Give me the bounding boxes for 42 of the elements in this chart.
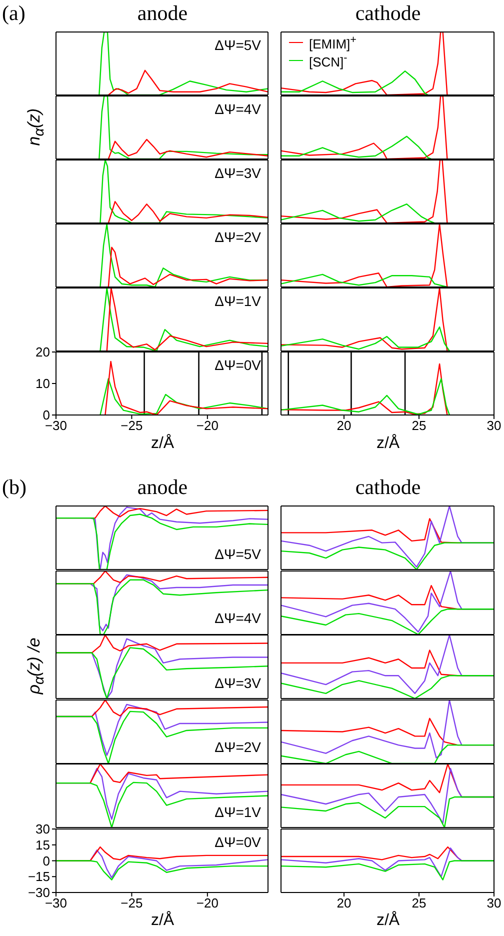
annotation: ΔΨ=2V bbox=[214, 229, 261, 245]
chart-title: cathode bbox=[354, 1, 422, 26]
chart-title: cathode bbox=[354, 475, 422, 500]
y-tick-label: 0 bbox=[42, 408, 50, 423]
x-tick-label: 20 bbox=[336, 895, 352, 910]
x-axis-title: z/Å bbox=[375, 435, 401, 453]
annotation: ΔΨ=1V bbox=[214, 293, 261, 309]
x-tick-label: 25 bbox=[412, 418, 426, 434]
x-axis-title: z/Å bbox=[150, 435, 176, 453]
annotation: ΔΨ=5V bbox=[214, 546, 261, 562]
annotation: ΔΨ=2V bbox=[214, 739, 261, 755]
x-tick-label: 30 bbox=[486, 895, 502, 910]
annotation: ΔΨ=4V bbox=[214, 101, 261, 117]
annotation: ΔΨ=3V bbox=[214, 165, 261, 181]
x-tick-label: 25 bbox=[412, 895, 426, 910]
x-axis-title: z/Å bbox=[150, 912, 176, 930]
y-tick-label: 30 bbox=[36, 821, 50, 836]
text: (a) bbox=[2, 1, 26, 26]
legend-label: [EMIM]$^{+}$ bbox=[309, 33, 356, 52]
chart-title: anode bbox=[136, 1, 189, 26]
y-tick-label: −15 bbox=[28, 868, 50, 884]
y-tick-label: −30 bbox=[28, 884, 50, 900]
x-axis-title: z/Å bbox=[375, 912, 401, 930]
x-tick-label: −25 bbox=[120, 418, 143, 434]
x-tick-label: 20 bbox=[336, 418, 352, 434]
annotation: ΔΨ=1V bbox=[214, 804, 261, 820]
annotation: ΔΨ=4V bbox=[214, 610, 261, 626]
text: (b) bbox=[2, 475, 26, 500]
y-tick-label: 10 bbox=[36, 376, 50, 392]
y-tick-label: 20 bbox=[36, 344, 50, 360]
x-tick-label: 30 bbox=[486, 418, 502, 434]
annotation: ΔΨ=5V bbox=[214, 37, 261, 53]
annotation: ΔΨ=3V bbox=[214, 674, 261, 690]
y-tick-label: 0 bbox=[42, 852, 50, 868]
x-tick-label: −20 bbox=[196, 418, 218, 434]
chart-title: anode bbox=[136, 475, 189, 500]
y-tick-label: 15 bbox=[36, 836, 50, 852]
x-tick-label: −20 bbox=[196, 895, 218, 910]
annotation: ΔΨ=0V bbox=[214, 357, 261, 373]
x-tick-label: −25 bbox=[120, 895, 143, 910]
annotation: ΔΨ=0V bbox=[214, 834, 261, 850]
legend-label: [SCN]$^{-}$ bbox=[309, 52, 348, 70]
